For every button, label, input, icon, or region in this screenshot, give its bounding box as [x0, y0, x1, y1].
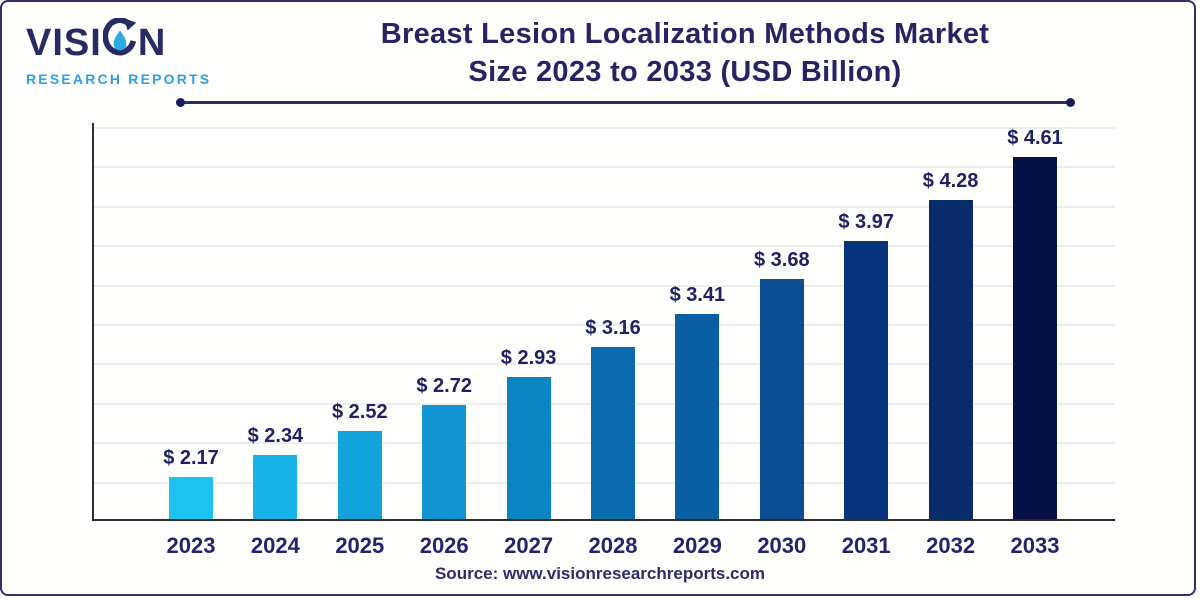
x-axis-label-2033: 2033	[1010, 533, 1060, 558]
bar-value-label-2033: $ 4.61	[1007, 127, 1063, 149]
x-axis-label-2031: 2031	[841, 533, 891, 558]
gridline	[94, 127, 1115, 129]
source-text: Source: www.visionresearchreports.com	[434, 564, 766, 583]
gridline	[94, 205, 1115, 208]
gridline	[94, 324, 1115, 326]
bar-value-label-2027: $ 2.93	[500, 347, 557, 369]
x-axis-label-2025: 2025	[335, 533, 385, 558]
underline-right-dot	[1066, 98, 1075, 107]
drop-swoosh-logo-icon	[102, 17, 137, 68]
x-axis-label-2028: 2028	[588, 533, 638, 558]
y-axis-line	[92, 123, 94, 521]
gridline	[94, 166, 1115, 169]
bar-value-label-2029: $ 3.41	[669, 284, 726, 306]
bar-2027	[506, 377, 551, 519]
bar-2032	[928, 200, 973, 519]
bar-value-label-2032: $ 4.28	[922, 170, 979, 192]
bar-2033	[1013, 157, 1057, 519]
x-axis-label-2030: 2030	[757, 533, 807, 558]
title-underline	[176, 98, 1075, 107]
x-axis-label-2026: 2026	[419, 533, 469, 558]
plot-area: $ 2.17 2023 $ 2.34 2024 $ 2.52 2025 $ 2.72 2026…	[92, 123, 1115, 558]
chart-title: Breast Lesion Localization Methods Marke…	[168, 15, 1200, 91]
bar-2025	[337, 431, 382, 519]
bar-value-label-2028: $ 3.16	[585, 317, 641, 339]
bar-2030	[759, 279, 804, 519]
gridline	[94, 245, 1115, 248]
bar-value-label-2031: $ 3.97	[838, 211, 894, 233]
gridline	[94, 284, 1115, 287]
x-axis-label-2024: 2024	[250, 533, 300, 558]
brand-subtitle: RESEARCH REPORTS	[26, 71, 212, 87]
brand-text-left: VISI	[26, 22, 102, 64]
x-axis-line	[92, 519, 1115, 521]
x-axis-label-2027: 2027	[504, 533, 554, 558]
bar-2029	[675, 314, 720, 519]
bar-value-label-2030: $ 3.68	[753, 249, 810, 271]
bar-2024	[253, 455, 298, 519]
brand-logo: VISI N RESEARCH REPORTS	[26, 17, 212, 87]
bar-value-label-2026: $ 2.72	[416, 375, 472, 397]
x-axis-label-2029: 2029	[672, 533, 722, 558]
brand-text-right: N	[137, 22, 167, 64]
chart-title-line1: Breast Lesion Localization Methods Marke…	[380, 18, 990, 50]
x-axis-label-2032: 2032	[926, 533, 976, 558]
brand-wordmark: VISI N	[26, 17, 211, 68]
chart-title-line2: Size 2023 to 2033 (USD Billion)	[468, 56, 902, 88]
underline-left-dot	[176, 98, 185, 107]
bar-2031	[844, 241, 889, 519]
bar-value-label-2023: $ 2.17	[163, 447, 219, 469]
bar-value-label-2024: $ 2.34	[247, 425, 304, 447]
bar-2023	[169, 477, 213, 519]
bar-2028	[591, 347, 635, 519]
x-axis-label-2023: 2023	[166, 533, 216, 558]
bar-value-label-2025: $ 2.52	[331, 401, 388, 423]
bar-2026	[422, 405, 467, 519]
